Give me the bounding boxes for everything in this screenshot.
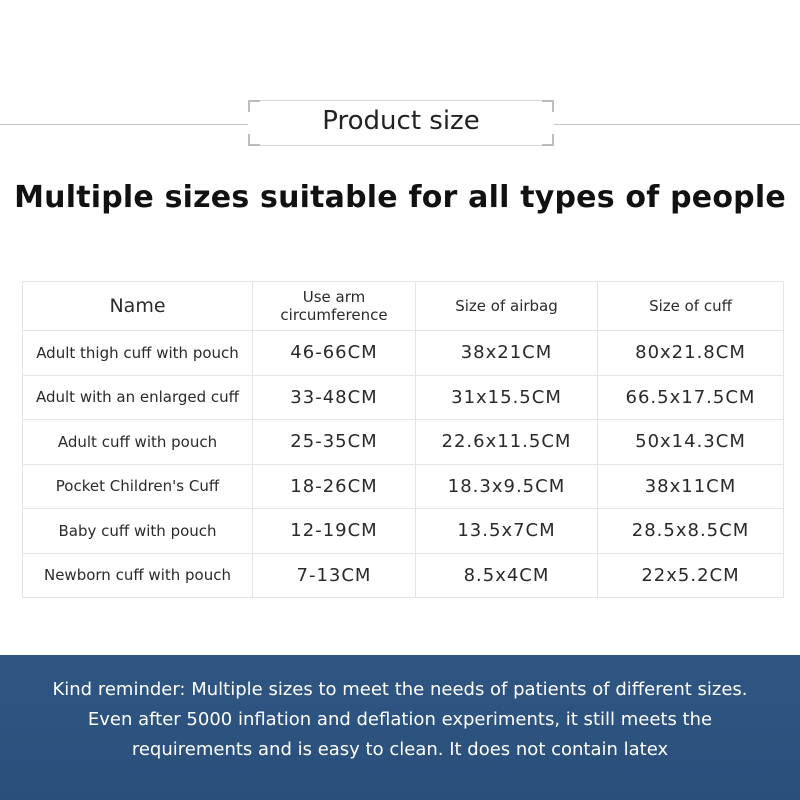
title-frame-corner <box>542 100 554 112</box>
cell-cuff: 22x5.2CM <box>597 552 784 598</box>
table-header-row: Name Use arm circumference Size of airba… <box>22 281 784 331</box>
cell-arm: 12-19CM <box>252 508 416 554</box>
reminder-text-line: Even after 5000 inflation and deflation … <box>87 709 713 730</box>
cell-arm: 25-35CM <box>252 419 416 465</box>
cell-airbag: 31x15.5CM <box>415 374 598 420</box>
reminder-banner: Kind reminder: Multiple sizes to meet th… <box>0 655 800 800</box>
cell-name: Adult with an enlarged cuff <box>22 374 253 420</box>
cell-arm: 46-66CM <box>252 330 416 376</box>
cell-name: Newborn cuff with pouch <box>22 552 253 598</box>
cell-cuff: 80x21.8CM <box>597 330 784 376</box>
size-table: Name Use arm circumference Size of airba… <box>22 281 784 598</box>
table-row: Baby cuff with pouch 12-19CM 13.5x7CM 28… <box>22 508 784 554</box>
cell-airbag: 38x21CM <box>415 330 598 376</box>
table-row: Adult cuff with pouch 25-35CM 22.6x11.5C… <box>22 419 784 465</box>
header-divider-left <box>0 124 248 125</box>
reminder-text-line: requirements and is easy to clean. It do… <box>131 739 669 760</box>
cell-airbag: 22.6x11.5CM <box>415 419 598 465</box>
cell-cuff: 66.5x17.5CM <box>597 374 784 420</box>
cell-cuff: 28.5x8.5CM <box>597 508 784 554</box>
table-row: Adult thigh cuff with pouch 46-66CM 38x2… <box>22 330 784 376</box>
table-row: Adult with an enlarged cuff 33-48CM 31x1… <box>22 374 784 420</box>
title-frame-top-edge <box>248 100 554 101</box>
cell-airbag: 13.5x7CM <box>415 508 598 554</box>
title-frame-bottom-edge <box>248 145 554 146</box>
column-header-arm-circumference: Use arm circumference <box>252 281 416 331</box>
cell-name: Baby cuff with pouch <box>22 508 253 554</box>
title-frame-corner <box>542 134 554 146</box>
reminder-text-line: Kind reminder: Multiple sizes to meet th… <box>52 679 748 700</box>
table-row: Newborn cuff with pouch 7-13CM 8.5x4CM 2… <box>22 552 784 598</box>
cell-arm: 7-13CM <box>252 552 416 598</box>
table-row: Pocket Children's Cuff 18-26CM 18.3x9.5C… <box>22 463 784 509</box>
page-title: Product size <box>322 106 480 136</box>
title-frame: Product size <box>248 100 554 146</box>
header-divider-right <box>554 124 800 125</box>
column-header-cuff-size: Size of cuff <box>597 281 784 331</box>
title-frame-corner <box>248 100 260 112</box>
cell-airbag: 8.5x4CM <box>415 552 598 598</box>
column-header-airbag-size: Size of airbag <box>415 281 598 331</box>
column-header-name: Name <box>22 281 253 331</box>
cell-name: Pocket Children's Cuff <box>22 463 253 509</box>
cell-name: Adult cuff with pouch <box>22 419 253 465</box>
cell-arm: 33-48CM <box>252 374 416 420</box>
cell-airbag: 18.3x9.5CM <box>415 463 598 509</box>
headline: Multiple sizes suitable for all types of… <box>14 180 786 215</box>
title-frame-corner <box>248 134 260 146</box>
cell-name: Adult thigh cuff with pouch <box>22 330 253 376</box>
cell-cuff: 38x11CM <box>597 463 784 509</box>
cell-cuff: 50x14.3CM <box>597 419 784 465</box>
cell-arm: 18-26CM <box>252 463 416 509</box>
